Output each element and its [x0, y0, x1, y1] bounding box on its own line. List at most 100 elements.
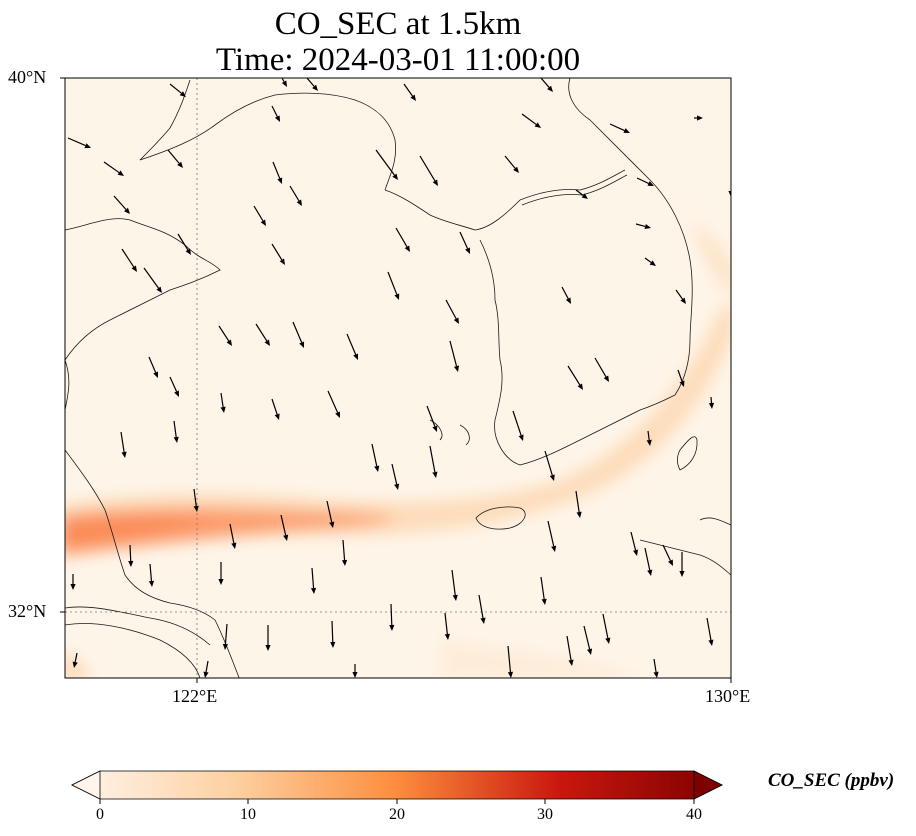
map-panel: [65, 78, 731, 678]
wind-arrow: [169, 83, 186, 97]
wind-arrow: [218, 562, 224, 585]
wind-arrow: [280, 514, 289, 541]
wind-arrow: [391, 463, 400, 490]
wind-arrow: [220, 392, 226, 413]
co-plume: [65, 220, 731, 678]
wind-arrow: [459, 231, 470, 254]
wind-arrow: [403, 83, 416, 101]
wind-arrow: [289, 185, 302, 206]
wind-arrow: [512, 410, 524, 441]
wind-arrow: [449, 340, 460, 372]
coastlines: [65, 78, 731, 678]
wind-arrow: [706, 617, 714, 646]
axis-ticks: [60, 77, 732, 683]
wind-arrow: [444, 612, 450, 640]
wind-arrow: [544, 450, 555, 481]
wind-arrow: [341, 539, 348, 566]
wind-arrow: [306, 78, 318, 91]
wind-arrow: [387, 271, 400, 300]
wind-arrow: [72, 652, 78, 668]
wind-arrow: [193, 488, 199, 512]
wind-arrow: [281, 78, 287, 87]
wind-arrow: [326, 500, 335, 528]
wind-arrow: [646, 430, 652, 446]
wind-arrow: [677, 369, 685, 387]
colorbar-tick-30: 30: [537, 806, 553, 823]
gridlines: [65, 78, 731, 678]
wind-arrow: [371, 443, 380, 472]
wind-arrow: [255, 323, 270, 346]
wind-arrow: [120, 431, 127, 458]
wind-arrow: [547, 520, 557, 552]
wind-arrow: [271, 105, 280, 122]
colorbar-extend-high: [693, 770, 723, 800]
wind-arrow: [121, 248, 137, 272]
wind-arrow: [708, 396, 715, 409]
wind-arrow: [644, 547, 653, 576]
wind-arrow: [426, 405, 438, 432]
wind-arrow: [310, 567, 317, 594]
wind-arrow: [330, 620, 336, 648]
wind-arrow: [327, 390, 340, 418]
wind-arrow: [609, 123, 630, 133]
wind-arrow: [346, 333, 359, 360]
wind-arrow: [218, 325, 232, 346]
colorbar: [71, 770, 723, 804]
wind-arrow: [419, 155, 438, 186]
wind-arrow: [630, 531, 639, 556]
wind-arrow: [271, 243, 285, 265]
lon-label-122e: 122°E: [172, 686, 218, 706]
wind-arrow: [504, 155, 519, 173]
wind-arrow: [451, 569, 458, 601]
colorbar-tick-0: 0: [96, 806, 104, 823]
wind-arrow: [602, 613, 611, 644]
wind-arrow: [567, 365, 583, 390]
wind-arrow: [265, 625, 271, 651]
wind-arrow: [540, 576, 547, 605]
wind-arrow: [540, 78, 553, 92]
wind-arrow: [395, 227, 410, 252]
wind-arrow: [566, 635, 574, 666]
colorbar-extend-low: [71, 770, 101, 800]
title-line-2: Time: 2024-03-01 11:00:00: [215, 42, 581, 78]
wind-arrow: [635, 223, 651, 229]
wind-arrow: [429, 445, 438, 478]
wind-arrow: [594, 357, 609, 382]
map-frame: [64, 77, 732, 679]
wind-arrow: [148, 356, 159, 378]
wind-arrow: [679, 552, 685, 577]
wind-arrow: [561, 286, 571, 304]
wind-arrow: [167, 149, 183, 168]
wind-arrows: [67, 78, 731, 678]
wind-arrow: [169, 376, 179, 397]
field-background: [65, 78, 731, 678]
wind-arrow: [143, 267, 162, 293]
wind-arrow: [478, 594, 486, 624]
colorbar-tick-20: 20: [389, 806, 405, 823]
wind-arrow: [728, 191, 731, 197]
wind-arrow: [177, 233, 191, 255]
lon-label-130e: 130°E: [705, 686, 751, 706]
wind-arrow: [148, 563, 155, 587]
wind-arrow: [521, 113, 541, 128]
wind-arrow: [292, 321, 305, 348]
colorbar-bar: [71, 770, 723, 800]
wind-arrow: [103, 161, 124, 176]
colorbar-tick-40: 40: [686, 806, 702, 823]
wind-arrow: [694, 115, 703, 121]
wind-arrow: [352, 664, 358, 678]
colorbar-tick-10: 10: [240, 806, 256, 823]
wind-arrow: [67, 137, 91, 148]
wind-arrow: [636, 177, 654, 186]
wind-arrow: [583, 625, 593, 655]
colorbar-label: CO_SEC (ppbv): [768, 770, 895, 791]
wind-arrow: [575, 189, 588, 199]
wind-arrow: [389, 603, 395, 631]
wind-arrow: [70, 574, 76, 590]
wind-arrow: [653, 658, 659, 678]
wind-arrow: [203, 660, 209, 678]
wind-arrow: [662, 544, 673, 566]
lat-label-32n: 32°N: [8, 601, 47, 621]
wind-arrow: [271, 398, 280, 420]
